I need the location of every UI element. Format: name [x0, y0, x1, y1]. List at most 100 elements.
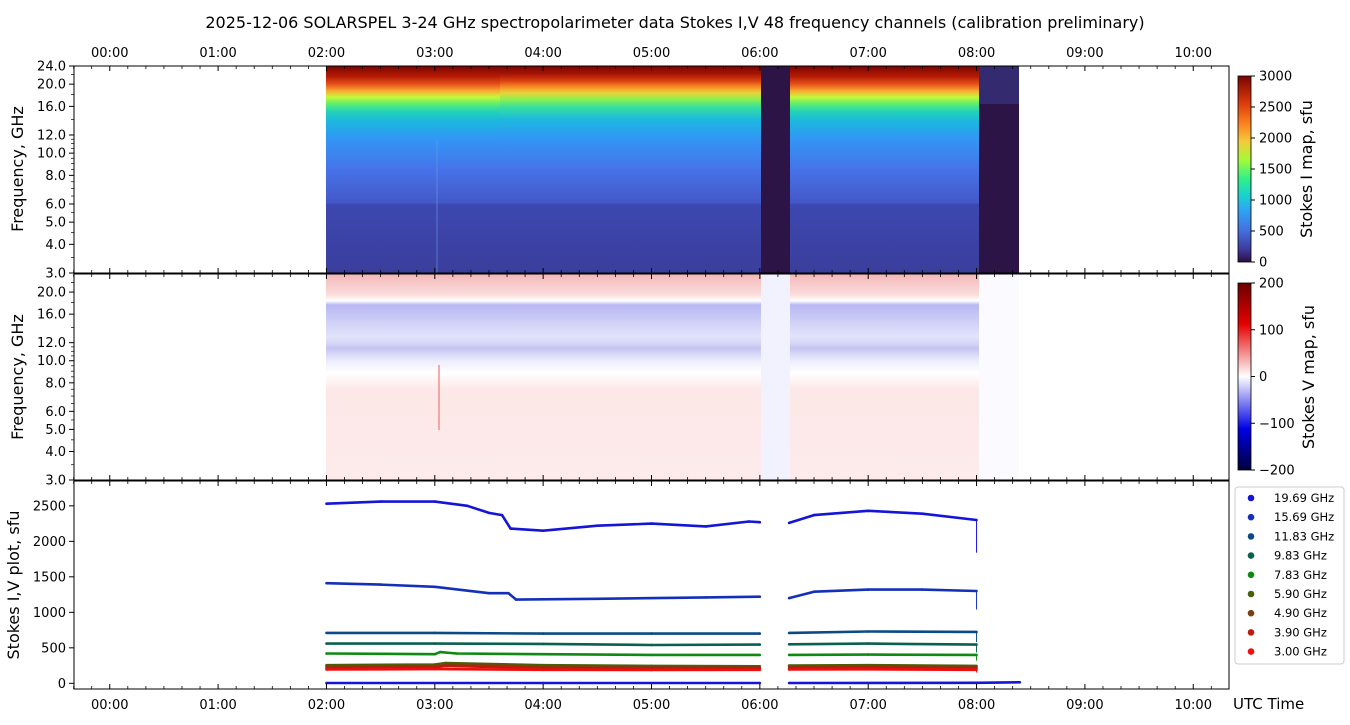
series-point	[541, 642, 545, 646]
panel-2-ylabel: Frequency, GHz	[8, 314, 27, 440]
series-point	[541, 632, 545, 635]
series-point	[325, 581, 328, 585]
series-point	[325, 652, 328, 655]
frequency-tick-label: 16.0	[37, 100, 66, 115]
time-tick-label-top: 07:00	[849, 46, 886, 61]
series-point	[541, 681, 545, 685]
series-point	[758, 668, 762, 672]
time-tick-label-top: 04:00	[524, 46, 561, 61]
series-point	[325, 681, 328, 685]
stokes-v-spectrum-b	[790, 274, 979, 480]
series-line	[789, 630, 977, 635]
figure-title: 2025-12-06 SOLARSPEL 3-24 GHz spectropol…	[205, 13, 1144, 32]
series-point	[975, 518, 978, 522]
stokes-i-colorbar-ticks: 0 500 1000 1500 2000 2500 3000	[1251, 70, 1292, 271]
frequency-tick-label: 6.0	[45, 405, 66, 420]
colorbar-tick-label: 3000	[1259, 70, 1292, 85]
legend-marker	[1247, 533, 1255, 540]
series-point	[921, 588, 924, 591]
legend-entry-label: 9.83 GHz	[1274, 549, 1327, 563]
series-point	[758, 681, 762, 685]
frequency-axis-ticks: 3.0 4.0 5.0 6.0 8.0 10.0 12.0 16.0 20.0 24.0 3.0 4.…	[37, 60, 74, 489]
series-line	[789, 681, 1020, 685]
stokes-v-spectrum-a	[326, 274, 761, 480]
stokes-i-spectrum-b	[500, 66, 761, 273]
stokes-iv-plot-panel: 0 500 1000 1500 2000 2500	[33, 480, 1230, 692]
series-point	[758, 520, 762, 524]
time-tick-label-bottom: 07:00	[849, 698, 886, 713]
series-point	[433, 500, 437, 503]
plot-y-tick-label: 2000	[33, 535, 66, 550]
series-point	[487, 591, 491, 595]
frequency-tick-label: 12.0	[37, 336, 66, 351]
series-point	[650, 643, 653, 647]
time-tick-label-top: 08:00	[958, 46, 995, 61]
time-tick-label-top: 01:00	[199, 46, 236, 61]
series-point	[866, 588, 870, 591]
legend-entry-label: 3.00 GHz	[1274, 645, 1327, 659]
series-point	[758, 595, 762, 598]
legend-marker	[1247, 629, 1255, 636]
legend-entry-label: 19.69 GHz	[1274, 491, 1334, 505]
legend-entry-label: 11.83 GHz	[1274, 529, 1334, 543]
series-point	[455, 652, 458, 655]
legend-entry-label: 4.90 GHz	[1274, 606, 1327, 620]
series-point	[379, 500, 382, 503]
stokes-v-gap-2	[979, 274, 1019, 480]
series-point	[325, 642, 328, 645]
colorbar-tick-label: 1000	[1259, 194, 1292, 209]
series-point	[758, 632, 762, 635]
colorbar-tick-label: 1500	[1259, 163, 1292, 178]
time-tick-label-top: 00:00	[91, 46, 128, 61]
panel-1-ylabel: Frequency, GHz	[8, 106, 27, 232]
plot-y-tick-label: 1500	[33, 570, 66, 585]
colorbar-tick-label: 2000	[1259, 132, 1292, 147]
colorbar-tick-label: 100	[1259, 323, 1284, 338]
series-point	[975, 643, 978, 646]
series-line	[789, 642, 977, 646]
frequency-tick-label: 8.0	[45, 376, 66, 391]
legend-marker	[1247, 571, 1255, 579]
series-point	[758, 643, 762, 646]
stokes-i-gap-2-top	[979, 66, 1019, 104]
series-point	[379, 583, 382, 586]
series-line	[326, 500, 760, 532]
time-tick-label-bottom: 02:00	[308, 698, 345, 713]
panel-3-frame	[73, 480, 1230, 690]
series-point	[541, 668, 545, 672]
frequency-tick-label: 4.0	[45, 445, 66, 460]
series-point	[975, 589, 978, 593]
frequency-tick-label: 5.0	[45, 216, 66, 231]
series-point	[541, 652, 545, 656]
time-tick-label-bottom: 00:00	[91, 698, 128, 713]
series-point	[747, 520, 751, 523]
legend-entry-label: 15.69 GHz	[1274, 510, 1334, 524]
series-point	[507, 591, 510, 595]
frequency-tick-label: 4.0	[45, 238, 66, 253]
series-point	[812, 590, 816, 593]
frequency-tick-label: 16.0	[37, 308, 66, 323]
legend-marker	[1247, 513, 1255, 521]
stokes-i-colorbar-label: Stokes I map, sfu	[1297, 100, 1316, 238]
series-point	[866, 509, 870, 513]
time-axis-ticks: 00:00 00:00 01:00 01:00 02:00 02:00 03:00 03:00…	[73, 46, 1212, 713]
frequency-tick-label: 6.0	[45, 198, 66, 213]
series-point	[487, 511, 491, 515]
series-point	[866, 630, 870, 633]
series-point	[921, 512, 924, 515]
time-tick-label-top: 03:00	[416, 46, 453, 61]
legend-entry-label: 3.90 GHz	[1274, 625, 1327, 639]
legend-marker	[1247, 648, 1255, 655]
plot-y-tick-label: 1000	[33, 606, 66, 621]
series-point	[787, 631, 791, 635]
frequency-tick-label: 20.0	[37, 78, 66, 93]
stokes-i-colorbar: 0 500 1000 1500 2000 2500 3000 Stokes I map, s…	[1237, 70, 1316, 271]
series-point	[1018, 681, 1022, 684]
frequency-tick-label: 5.0	[45, 423, 66, 438]
series-line	[326, 581, 760, 601]
series-point	[325, 668, 328, 671]
series-point	[514, 598, 518, 601]
time-tick-label-top: 06:00	[741, 46, 778, 61]
series-point	[866, 642, 870, 645]
